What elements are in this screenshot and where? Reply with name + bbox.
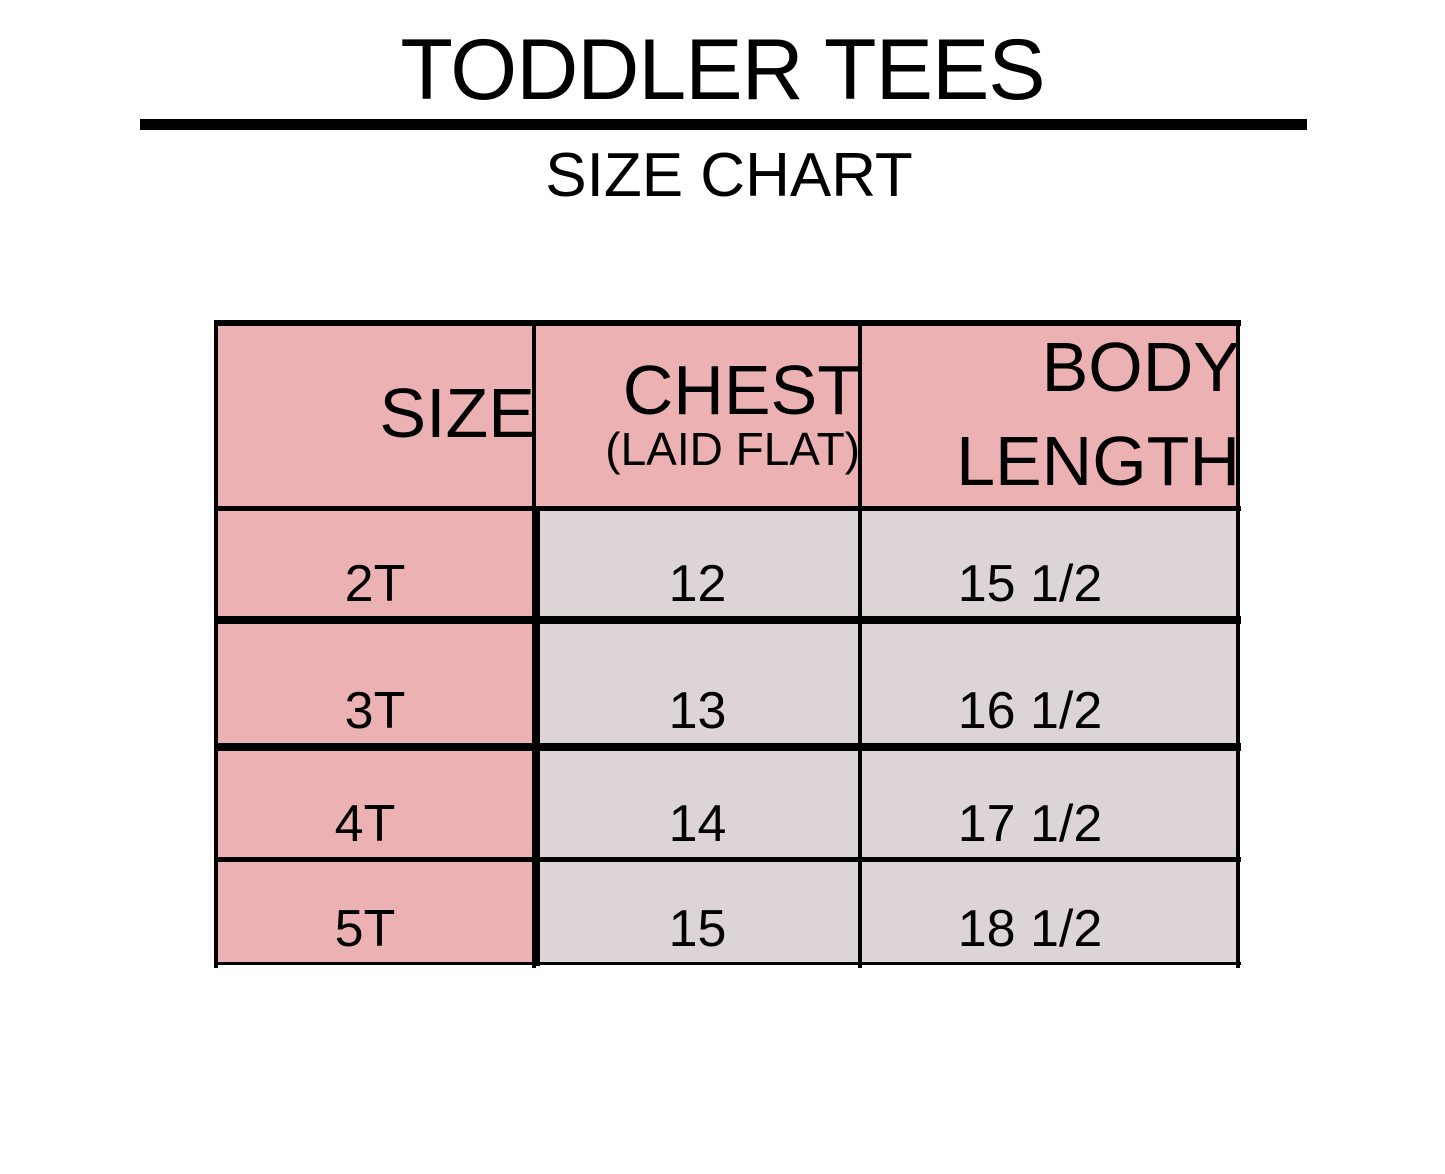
row-divider (214, 743, 1241, 751)
cell-value: 17 1/2 (957, 795, 1103, 853)
table-cell-body-length: 16 1/2 (860, 620, 1240, 747)
table-left-border (214, 320, 218, 968)
row-divider (214, 857, 1241, 862)
header-chest-sublabel: (LAID FLAT) (605, 423, 860, 475)
table-cell-chest: 13 (535, 620, 860, 747)
table-cell-size: 5T (215, 860, 535, 965)
column-divider (858, 322, 862, 968)
table-cell-size: 2T (215, 510, 535, 620)
header-chest-label: CHEST (622, 351, 860, 429)
page-subtitle: SIZE CHART (545, 141, 913, 210)
table-cell-size: 4T (215, 747, 535, 860)
table-cell-chest: 15 (535, 860, 860, 965)
cell-value: 14 (668, 795, 727, 853)
row-divider (214, 506, 1241, 511)
table-cell-body-length: 17 1/2 (860, 747, 1240, 860)
cell-value: 12 (668, 555, 727, 613)
table-cell-chest: 12 (535, 510, 860, 620)
header-size-label: SIZE (379, 374, 535, 452)
table-top-border (214, 320, 1241, 326)
header-body-label: BODY (1041, 328, 1240, 406)
header-length-label: LENGTH (956, 422, 1240, 500)
header-body-length: BODY LENGTH (860, 322, 1240, 508)
table-right-border (1236, 320, 1240, 968)
header-size: SIZE (215, 322, 535, 508)
title-divider (140, 119, 1307, 130)
table-cell-size: 3T (215, 620, 535, 747)
header-chest: CHEST (LAID FLAT) (535, 322, 860, 508)
cell-value: 4T (334, 795, 396, 853)
row-divider (214, 616, 1241, 624)
table-bottom-border (214, 962, 1241, 965)
cell-value: 3T (344, 682, 406, 740)
table-cell-chest: 14 (535, 747, 860, 860)
cell-value: 5T (334, 900, 396, 958)
table-cell-body-length: 18 1/2 (860, 860, 1240, 965)
column-divider (536, 508, 540, 966)
page-title: TODDLER TEES (400, 22, 1045, 118)
cell-value: 2T (344, 555, 406, 613)
cell-value: 18 1/2 (957, 900, 1103, 958)
cell-value: 15 1/2 (957, 555, 1103, 613)
cell-value: 16 1/2 (957, 682, 1103, 740)
cell-value: 15 (668, 900, 727, 958)
cell-value: 13 (668, 682, 727, 740)
table-cell-body-length: 15 1/2 (860, 510, 1240, 620)
column-divider (532, 322, 536, 968)
